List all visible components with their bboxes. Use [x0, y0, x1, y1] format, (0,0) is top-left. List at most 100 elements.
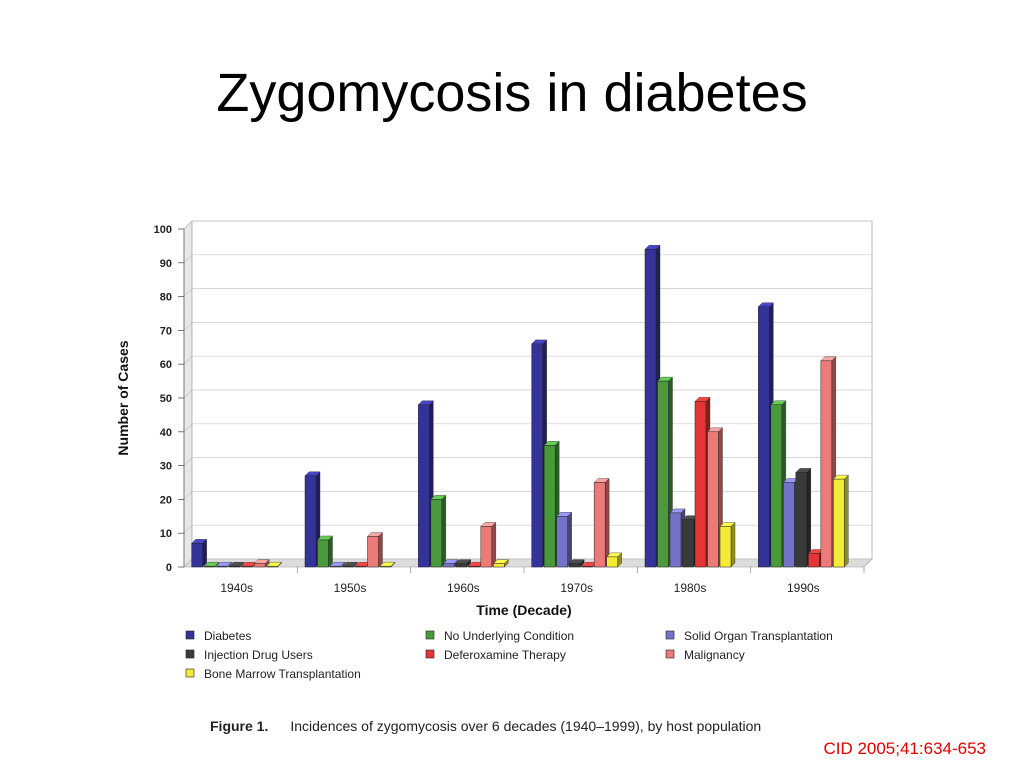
gridline-side: [183, 389, 193, 399]
legend-item: Bone Marrow Transplantation: [185, 667, 361, 681]
x-tick-label: 1950s: [334, 581, 367, 595]
y-tick-label: 0: [166, 562, 172, 574]
bar: [203, 561, 220, 568]
y-tick-label: 90: [160, 258, 172, 270]
legend-swatch: [425, 630, 435, 640]
legend-item: Deferoxamine Therapy: [425, 648, 566, 662]
bar-front: [342, 565, 354, 568]
bar: [795, 467, 812, 568]
y-axis-title: Number of Cases: [115, 340, 131, 455]
bar: [832, 474, 849, 568]
bar: [430, 494, 447, 568]
legend-label: Injection Drug Users: [204, 648, 313, 662]
legend-swatch: [185, 668, 195, 678]
bar-front: [581, 565, 593, 568]
bar-front: [493, 563, 505, 568]
bar-front: [531, 343, 543, 568]
bar-front: [266, 565, 278, 568]
y-tick-label: 30: [160, 461, 172, 473]
bar-side: [202, 538, 207, 568]
y-tick-label: 60: [160, 359, 172, 371]
figure-caption-text: Incidences of zygomycosis over 6 decades…: [290, 718, 762, 734]
gridline-side: [183, 423, 193, 433]
bar-front: [556, 516, 568, 568]
bar-side: [491, 521, 497, 568]
bar: [606, 552, 623, 568]
bar: [719, 521, 736, 568]
bar-front: [216, 565, 228, 568]
bar-front: [191, 543, 203, 568]
legend-swatch: [665, 649, 675, 659]
bar-front: [682, 519, 694, 568]
y-tick-label: 40: [160, 427, 172, 439]
bar-front: [543, 445, 556, 568]
bar-front: [253, 563, 266, 568]
x-tick-label: 1960s: [447, 581, 480, 595]
bar-front: [820, 360, 833, 568]
bar: [379, 561, 396, 568]
bar-front: [379, 565, 392, 568]
bar-front: [795, 472, 808, 568]
bar: [367, 532, 383, 568]
bar-front: [329, 565, 342, 568]
x-axis-title: Time (Decade): [476, 602, 571, 618]
legend-item: No Underlying Condition: [425, 629, 574, 643]
bar: [568, 559, 585, 568]
legend-item: Malignancy: [665, 648, 745, 662]
gridline-side: [183, 524, 193, 534]
bar-side: [328, 535, 333, 568]
bar-front: [669, 512, 682, 568]
legend-item: Injection Drug Users: [185, 648, 313, 662]
bar-front: [468, 565, 480, 568]
bar-side: [441, 494, 447, 568]
legend-label: Bone Marrow Transplantation: [204, 667, 361, 681]
bar-front: [694, 401, 707, 568]
bar-front: [443, 563, 455, 568]
gridline-side: [183, 491, 193, 500]
slide-title: Zygomycosis in diabetes: [216, 63, 808, 123]
bar-chart: 0 10 20 30 40 50 60 70 80 90 100 1940s 1950s 1960s 197…: [115, 220, 873, 681]
bar: [266, 561, 283, 568]
legend-swatch: [425, 649, 435, 659]
bar-front: [657, 380, 669, 568]
bar-front: [430, 499, 443, 568]
bar-front: [707, 431, 719, 568]
bar: [593, 478, 610, 568]
bar: [556, 511, 573, 568]
bar: [480, 521, 497, 568]
bar: [329, 561, 346, 568]
bar-front: [758, 306, 770, 568]
y-tick-label: 80: [160, 292, 172, 304]
bar-front: [770, 404, 783, 568]
bar-front: [203, 565, 216, 568]
gridline-side: [183, 288, 193, 297]
bar: [455, 559, 472, 568]
y-tick-label: 50: [160, 393, 172, 405]
gridline-side: [183, 457, 193, 466]
legend-item: Diabetes: [185, 629, 251, 643]
citation: CID 2005;41:634-653: [823, 739, 986, 758]
bar-front: [606, 556, 618, 568]
x-tick-label: 1940s: [220, 581, 253, 595]
bar-front: [418, 404, 430, 568]
bar-side: [730, 521, 736, 568]
y-tick-label: 100: [154, 224, 172, 236]
bar-side: [604, 478, 610, 568]
bar-front: [317, 539, 329, 568]
gridline-side: [183, 355, 193, 365]
legend-label: No Underlying Condition: [444, 629, 574, 643]
gridline-side: [183, 558, 193, 568]
bar-front: [480, 526, 493, 568]
gridline-side: [183, 322, 193, 331]
legend-label: Solid Organ Transplantation: [684, 629, 833, 643]
legend-swatch: [185, 630, 195, 640]
x-tick-label: 1980s: [674, 581, 707, 595]
legend-label: Malignancy: [684, 648, 745, 662]
legend-label: Diabetes: [204, 629, 251, 643]
y-tick-label: 70: [160, 325, 172, 337]
gridline-side: [183, 220, 193, 230]
bar-front: [593, 482, 606, 568]
bar-front: [644, 249, 657, 568]
bar: [191, 538, 208, 568]
bar-side: [567, 511, 572, 568]
